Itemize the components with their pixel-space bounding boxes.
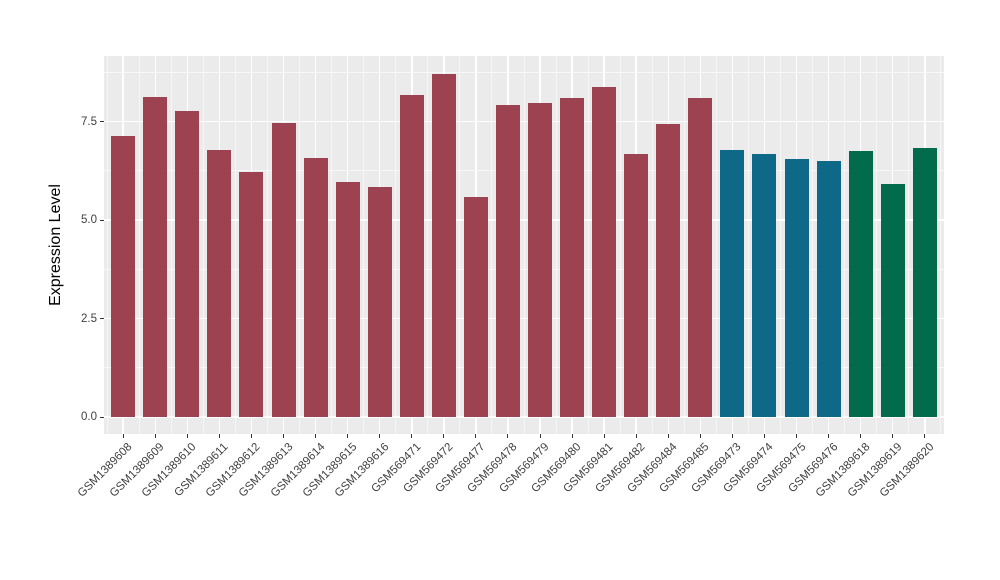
minor-gridline-vertical <box>908 56 910 434</box>
bar <box>912 148 937 417</box>
bar <box>816 161 841 417</box>
x-tick-mark <box>635 434 637 438</box>
bar <box>367 186 392 417</box>
bar <box>880 184 905 417</box>
major-gridline-horizontal <box>104 317 944 320</box>
x-tick-mark <box>443 434 445 438</box>
minor-gridline-vertical <box>523 56 525 434</box>
bar <box>752 154 777 417</box>
bar <box>720 150 745 417</box>
minor-gridline-vertical <box>363 56 365 434</box>
minor-gridline-vertical <box>940 56 942 434</box>
y-axis-title: Expression Level <box>47 184 64 306</box>
bar <box>335 182 360 417</box>
x-tick-mark <box>571 434 573 438</box>
minor-gridline-vertical <box>395 56 397 434</box>
minor-gridline-vertical <box>170 56 172 434</box>
bar <box>207 150 232 417</box>
x-tick-mark <box>411 434 413 438</box>
minor-gridline-vertical <box>267 56 268 434</box>
minor-gridline-vertical <box>427 56 429 434</box>
x-tick-mark <box>250 434 252 438</box>
y-tick-label: 5.0 <box>81 214 97 227</box>
x-tick-mark <box>475 434 477 438</box>
bar <box>271 122 296 417</box>
bar <box>528 103 553 417</box>
x-tick-mark <box>186 434 188 438</box>
minor-gridline-vertical <box>844 56 846 434</box>
bar <box>784 159 809 417</box>
minor-gridline-vertical <box>747 56 749 434</box>
y-tick-mark <box>100 318 104 320</box>
minor-gridline-vertical <box>587 56 589 434</box>
bar <box>656 124 681 417</box>
bar <box>463 196 488 417</box>
bar <box>399 94 424 417</box>
minor-gridline-vertical <box>491 56 493 434</box>
minor-gridline-vertical <box>106 56 108 434</box>
bar <box>560 98 585 417</box>
minor-gridline-vertical <box>876 56 878 434</box>
bar <box>624 154 649 417</box>
x-tick-mark <box>315 434 317 438</box>
minor-gridline-vertical <box>555 56 557 434</box>
minor-gridline-vertical <box>331 56 333 434</box>
bar <box>431 73 456 417</box>
bar <box>111 135 136 417</box>
x-tick-mark <box>763 434 765 438</box>
minor-gridline-vertical <box>715 56 717 434</box>
x-tick-mark <box>699 434 701 438</box>
y-tick-mark <box>100 121 104 123</box>
y-tick-label: 0.0 <box>81 411 97 423</box>
bar <box>303 157 328 417</box>
x-tick-mark <box>860 434 862 438</box>
y-tick-label: 2.5 <box>81 312 97 325</box>
y-tick-label: 7.5 <box>81 115 97 128</box>
minor-gridline-vertical <box>651 56 653 434</box>
major-gridline-horizontal <box>104 120 944 123</box>
minor-gridline-vertical <box>202 56 204 434</box>
x-tick-mark <box>796 434 798 438</box>
minor-gridline-horizontal <box>104 72 944 73</box>
x-tick-mark <box>154 434 156 438</box>
major-gridline-horizontal <box>104 416 944 418</box>
x-tick-mark <box>667 434 669 438</box>
minor-gridline-vertical <box>779 56 781 434</box>
x-tick-mark <box>828 434 830 438</box>
minor-gridline-horizontal <box>104 268 944 270</box>
bar <box>592 87 617 417</box>
minor-gridline-vertical <box>299 56 301 434</box>
x-tick-mark <box>731 434 733 438</box>
minor-gridline-vertical <box>812 56 814 434</box>
bar <box>175 111 200 417</box>
minor-gridline-horizontal <box>104 170 944 172</box>
y-tick-mark <box>100 219 104 221</box>
y-tick-mark <box>100 416 104 418</box>
bar <box>143 97 168 417</box>
x-tick-mark <box>379 434 381 438</box>
minor-gridline-horizontal <box>104 367 944 369</box>
major-gridline-horizontal <box>104 219 944 221</box>
x-tick-mark <box>283 434 285 438</box>
plot-panel <box>104 56 944 434</box>
x-tick-mark <box>539 434 541 438</box>
x-tick-mark <box>347 434 349 438</box>
x-tick-mark <box>603 434 605 438</box>
minor-gridline-vertical <box>683 56 685 434</box>
minor-gridline-vertical <box>619 56 621 434</box>
x-tick-mark <box>924 434 926 438</box>
minor-gridline-vertical <box>234 56 236 434</box>
bar <box>688 97 713 417</box>
minor-gridline-vertical <box>459 56 461 434</box>
x-tick-mark <box>507 434 509 438</box>
x-tick-mark <box>892 434 894 438</box>
bar <box>239 172 264 417</box>
bar <box>848 151 873 417</box>
x-tick-mark <box>122 434 124 438</box>
minor-gridline-vertical <box>138 56 140 434</box>
x-tick-mark <box>218 434 220 438</box>
bar <box>495 105 520 417</box>
